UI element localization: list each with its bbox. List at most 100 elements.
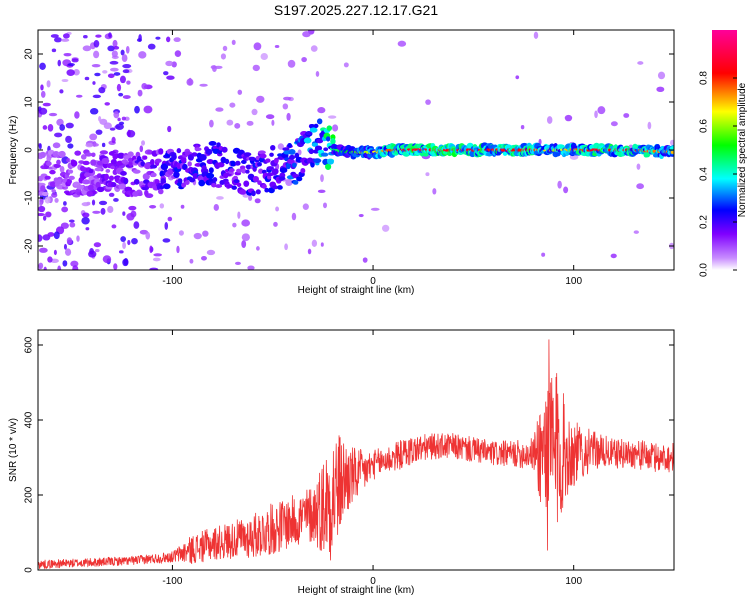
- spectrogram-noise-blob: [92, 94, 102, 99]
- spectrogram-cell: [105, 168, 111, 173]
- spectrogram-noise-blob: [213, 203, 219, 211]
- spectrogram-cell: [167, 168, 174, 175]
- spectrogram-cell: [230, 160, 236, 167]
- spectrogram-cell: [140, 161, 146, 167]
- spectrogram-noise-blob: [188, 77, 193, 86]
- spectrogram-noise-blob: [166, 36, 171, 43]
- spectrogram-noise-blob: [64, 248, 72, 256]
- spectrogram-noise-blob: [111, 136, 116, 144]
- spectrogram-noise-blob: [38, 247, 48, 253]
- spectrogram-noise-blob: [215, 107, 224, 112]
- spectrogram-cell: [272, 185, 279, 190]
- spectrogram-noise-blob: [149, 245, 153, 254]
- colorbar-tick-label: 0.2: [699, 215, 710, 229]
- spectrogram-noise-blob: [176, 245, 180, 254]
- spectrogram-cell: [247, 173, 255, 180]
- spectrogram-cell: [287, 158, 295, 165]
- spectrogram-noise-blob: [370, 207, 380, 211]
- spectrogram-noise-blob: [60, 38, 70, 42]
- spectrogram-cell: [311, 142, 319, 147]
- spectrogram-noise-blob: [291, 212, 297, 221]
- spectrogram-noise-blob: [125, 45, 130, 54]
- spectrogram-cell: [236, 182, 242, 188]
- spectrogram-noise-blob: [38, 213, 45, 217]
- spectrogram-noise-blob: [92, 210, 101, 214]
- spectrogram-cell: [279, 176, 286, 181]
- spectrogram-noise-blob: [327, 115, 337, 119]
- spectrogram-noise-blob: [104, 102, 110, 106]
- spectrogram-cell: [279, 167, 288, 173]
- spectrogram-noise-blob: [123, 258, 129, 266]
- spectrogram-noise-blob: [564, 114, 573, 122]
- spectrogram-cell: [127, 151, 134, 157]
- spectrogram-cell: [238, 189, 247, 195]
- spectrogram-cell: [288, 154, 296, 160]
- spectrogram-noise-blob: [520, 124, 525, 130]
- spectrogram-noise-blob: [40, 90, 46, 98]
- spectrogram-noise-blob: [180, 204, 185, 209]
- spectrogram-noise-blob: [248, 195, 253, 201]
- spectrogram-cell: [39, 151, 46, 159]
- spectrogram-ridge-cell: [671, 150, 674, 154]
- spectrogram-cell: [292, 180, 299, 185]
- spectrogram-cell: [56, 159, 61, 165]
- spectrogram-cell: [208, 141, 217, 146]
- spectrogram-noise-blob: [74, 111, 80, 119]
- spectrogram-noise-blob: [285, 178, 293, 186]
- spectrogram-noise-blob: [260, 52, 268, 60]
- spectrogram-noise-blob: [307, 248, 312, 255]
- spectrogram-noise-blob: [332, 124, 339, 132]
- spectrogram-noise-blob: [126, 80, 131, 85]
- spectrogram-cell: [51, 189, 56, 193]
- spectrogram-cell: [257, 162, 262, 167]
- spectrogram-noise-blob: [39, 201, 43, 207]
- spectrogram-cell: [82, 160, 90, 166]
- spectrogram-noise-blob: [226, 119, 234, 126]
- spectrogram-noise-blob: [112, 39, 118, 48]
- spectrogram-cell: [110, 165, 116, 170]
- spectrogram-cell: [313, 123, 319, 129]
- spectrogram-noise-blob: [59, 124, 66, 131]
- spectrogram-noise-blob: [88, 250, 97, 258]
- spectrogram-cell: [235, 160, 241, 166]
- spectrogram-cell: [506, 144, 512, 149]
- spectrogram-cell: [181, 182, 187, 188]
- spectrogram-noise-blob: [51, 48, 57, 53]
- spectrogram-noise-blob: [134, 105, 140, 114]
- spectrogram-noise-blob: [111, 50, 118, 58]
- spectrogram-noise-blob: [193, 232, 202, 240]
- spectrogram-cell: [70, 160, 78, 167]
- spectrogram-noise-blob: [76, 235, 80, 242]
- spectrogram-noise-blob: [231, 39, 236, 46]
- spectrogram-y-ticks: -20 -10 0 10 20: [24, 48, 674, 253]
- spectrogram-cell: [88, 168, 94, 174]
- spectrogram-noise-blob: [189, 258, 194, 264]
- spectrogram-noise-blob: [320, 242, 324, 247]
- spectrogram-noise-blob: [145, 231, 151, 240]
- spectrogram-noise-blob: [232, 222, 237, 228]
- spectrogram-noise-blob: [42, 102, 51, 107]
- spectrogram-cell: [94, 167, 102, 172]
- spectrogram-cell: [287, 142, 293, 148]
- spectrogram-cell: [144, 189, 149, 197]
- spectrogram-cell: [288, 148, 296, 155]
- spectrogram-noise-blob: [557, 180, 562, 189]
- spectrogram-noise-blob: [128, 205, 137, 211]
- spectrogram-noise-blob: [113, 111, 120, 119]
- spectrogram-noise-blob: [251, 108, 258, 116]
- spectrogram-noise-blob: [381, 224, 390, 232]
- spectrogram-cell: [158, 148, 164, 155]
- spectrogram-cell: [118, 183, 127, 190]
- spectrogram-noise-blob: [82, 212, 90, 218]
- spectrogram-noise-blob: [69, 222, 76, 228]
- spectrogram-cell: [221, 146, 228, 153]
- spectrogram-noise-blob: [40, 84, 44, 91]
- spectrogram-noise-blob: [220, 53, 227, 60]
- spectrogram-cell: [255, 189, 261, 195]
- spectrogram-cell: [40, 185, 46, 192]
- spectrogram-noise-blob: [302, 31, 311, 38]
- snr-x-tick-label: 0: [370, 576, 376, 587]
- spectrogram-cell: [66, 178, 72, 185]
- spectrogram-noise-blob: [93, 39, 100, 48]
